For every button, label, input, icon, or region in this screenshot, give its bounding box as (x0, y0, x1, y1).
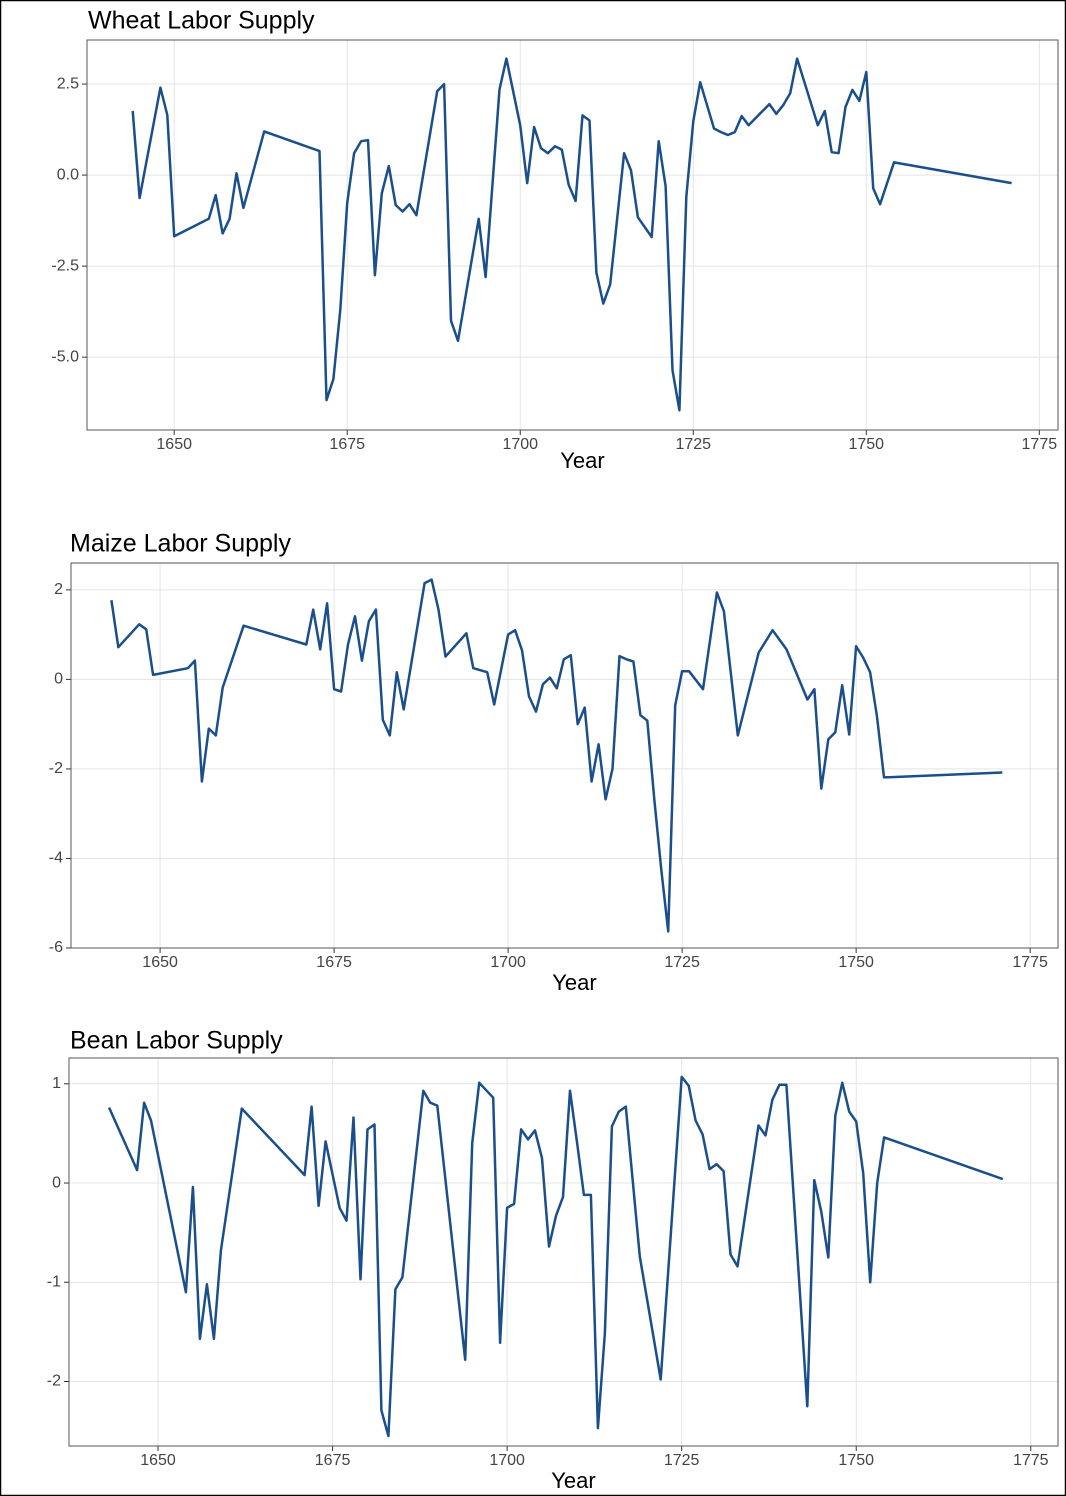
x-tick-label: 1650 (156, 436, 192, 453)
y-tick-label: -2.5 (51, 257, 79, 274)
plot-border (86, 39, 1059, 431)
x-axis-title: Year (551, 1468, 595, 1493)
plot-background (87, 40, 1058, 430)
x-tick-label: 1700 (489, 1452, 525, 1469)
chart-title: Maize Labor Supply (70, 530, 291, 558)
x-tick-label: 1775 (1012, 954, 1048, 971)
y-tick-label: 1 (52, 1075, 61, 1092)
x-axis-title: Year (552, 970, 596, 995)
y-tick-label: -5.0 (51, 348, 79, 365)
y-tick-label: -1 (47, 1273, 61, 1290)
x-tick-label: 1700 (490, 954, 526, 971)
x-tick-label: 1750 (848, 436, 884, 453)
y-tick-label: 2.5 (57, 75, 79, 92)
x-tick-label: 1650 (140, 1452, 176, 1469)
y-tick-label: 2 (54, 581, 63, 598)
x-tick-label: 1725 (664, 1452, 700, 1469)
y-tick-label: -4 (49, 850, 63, 867)
x-axis-title: Year (560, 448, 604, 473)
data-line (107, 1075, 1004, 1438)
x-tick-label: 1675 (316, 954, 352, 971)
y-tick-label: 0.0 (57, 166, 79, 183)
x-tick-label: 1725 (664, 954, 700, 971)
x-tick-label: 1650 (142, 954, 178, 971)
x-tick-label: 1750 (838, 954, 874, 971)
y-tick-label: -2 (47, 1373, 61, 1390)
plot-background (69, 1058, 1058, 1446)
data-line (131, 57, 1012, 412)
y-tick-label: -6 (49, 939, 63, 956)
x-tick-label: 1725 (675, 436, 711, 453)
x-tick-label: 1700 (502, 436, 538, 453)
y-tick-label: 0 (54, 671, 63, 688)
x-tick-label: 1750 (838, 1452, 874, 1469)
y-tick-label: -2 (49, 760, 63, 777)
plot-border (70, 562, 1059, 949)
data-line (110, 578, 1003, 933)
plot-background (71, 563, 1058, 948)
plot-border (68, 1057, 1059, 1447)
x-tick-label: 1675 (329, 436, 365, 453)
y-tick-label: 0 (52, 1174, 61, 1191)
chart-title: Bean Labor Supply (70, 1027, 283, 1055)
x-tick-label: 1775 (1022, 436, 1058, 453)
chart-title: Wheat Labor Supply (88, 7, 315, 35)
x-tick-label: 1775 (1013, 1452, 1049, 1469)
x-tick-label: 1675 (315, 1452, 351, 1469)
